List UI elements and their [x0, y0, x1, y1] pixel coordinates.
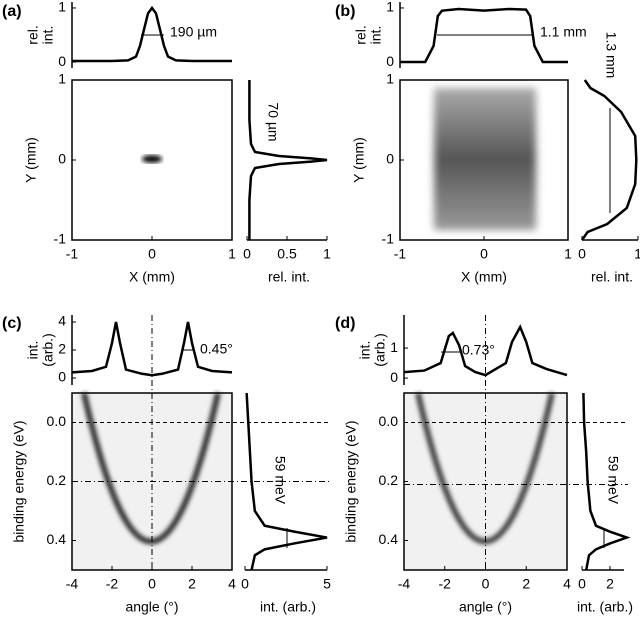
profile-line — [582, 392, 631, 571]
x-tick-label: 1 — [564, 246, 572, 262]
annotation: 70 µm — [265, 102, 281, 141]
x-tick-label: -1 — [394, 246, 407, 262]
x-axis-label: rel. int. — [268, 269, 310, 285]
y-axis-label: int. — [357, 341, 373, 360]
x-tick-label: 1 — [323, 246, 331, 262]
y-axis-label: binding energy (eV) — [11, 420, 27, 542]
annotation: 190 µm — [170, 24, 217, 40]
y-axis-label: binding energy (eV) — [343, 420, 359, 542]
panel-label: (a) — [2, 3, 22, 20]
annotation: 59 meV — [272, 456, 288, 505]
y-tick-label: 1 — [58, 71, 66, 87]
x-tick-label: 2 — [522, 576, 530, 592]
profile-line — [71, 321, 233, 377]
x-tick-label: 0.5 — [277, 246, 297, 262]
annotation: 0.45° — [200, 341, 233, 357]
panel-label: (b) — [335, 3, 355, 20]
y-tick-label: 0 — [58, 369, 66, 385]
x-tick-label: 2 — [188, 576, 196, 592]
x-axis-label: rel. int. — [591, 269, 633, 285]
annotation: 59 meV — [605, 456, 621, 505]
y-axis-label: int. — [25, 341, 41, 360]
x-axis-label: int. (arb.) — [577, 599, 633, 615]
profile-line — [580, 79, 638, 241]
y-tick-label: 0.2 — [47, 472, 67, 488]
y-axis-label: (arb.) — [40, 333, 56, 366]
y-tick-label: 0 — [390, 369, 398, 385]
panel-label: (c) — [2, 315, 22, 332]
x-tick-label: 1 — [228, 246, 236, 262]
x-axis-label: int. (arb.) — [260, 599, 316, 615]
profile-line — [72, 5, 232, 63]
x-tick-label: 0 — [482, 576, 490, 592]
y-tick-label: 0.0 — [47, 413, 67, 429]
x-axis-label: angle (°) — [459, 599, 512, 615]
x-axis-label: X (mm) — [461, 269, 507, 285]
profile-line — [245, 392, 328, 571]
y-tick-label: 0.2 — [379, 472, 399, 488]
x-tick-label: 4 — [563, 576, 571, 592]
y-tick-label: 1 — [390, 339, 398, 355]
y-tick-label: 0 — [386, 151, 394, 167]
band — [81, 392, 221, 545]
panel-label: (d) — [335, 315, 355, 332]
y-tick-label: -1 — [54, 231, 67, 247]
x-tick-label: 0 — [480, 246, 488, 262]
x-tick-label: 0 — [148, 246, 156, 262]
y-axis-label: int. — [40, 26, 56, 45]
y-axis-label: int. — [368, 26, 384, 45]
x-tick-label: 0 — [578, 576, 586, 592]
annotation: 1.3 mm — [603, 32, 619, 79]
x-tick-label: 1 — [634, 246, 640, 262]
profile-line — [248, 80, 328, 240]
y-tick-label: 1 — [58, 0, 66, 15]
x-tick-label: -4 — [66, 576, 79, 592]
beam-spot — [142, 155, 162, 163]
y-tick-label: 0 — [58, 151, 66, 167]
profile-line — [400, 7, 568, 64]
x-tick-label: 0 — [243, 246, 251, 262]
x-axis-label: X (mm) — [129, 269, 175, 285]
y-axis-label: (arb.) — [372, 333, 388, 366]
annotation: 0.73° — [462, 342, 495, 358]
y-tick-label: 1 — [386, 71, 394, 87]
x-tick-label: 0 — [148, 576, 156, 592]
x-axis-label: angle (°) — [125, 599, 178, 615]
y-axis-label: Y (mm) — [351, 137, 367, 183]
x-tick-label: 4 — [228, 576, 236, 592]
x-tick-label: -2 — [106, 576, 119, 592]
x-tick-label: 0 — [578, 246, 586, 262]
x-tick-label: 5 — [323, 576, 331, 592]
x-tick-label: 2 — [606, 576, 614, 592]
profile-line — [403, 324, 568, 377]
x-tick-label: -2 — [439, 576, 452, 592]
y-tick-label: 1 — [386, 0, 394, 15]
beam-image — [434, 88, 536, 230]
y-tick-label: 0.4 — [379, 531, 399, 547]
y-tick-label: 0.0 — [379, 413, 399, 429]
y-tick-label: -1 — [382, 231, 395, 247]
y-tick-label: 0 — [58, 53, 66, 69]
x-tick-label: -4 — [398, 576, 411, 592]
annotation: 1.1 mm — [540, 24, 587, 40]
y-tick-label: 4 — [58, 313, 66, 329]
x-tick-label: -1 — [66, 246, 79, 262]
y-tick-label: 0 — [386, 53, 394, 69]
y-axis-label: Y (mm) — [23, 137, 39, 183]
y-tick-label: 0.4 — [47, 531, 67, 547]
y-axis-label: rel. — [25, 25, 41, 44]
y-axis-label: rel. — [353, 25, 369, 44]
y-tick-label: 2 — [58, 341, 66, 357]
x-tick-label: 0 — [241, 576, 249, 592]
